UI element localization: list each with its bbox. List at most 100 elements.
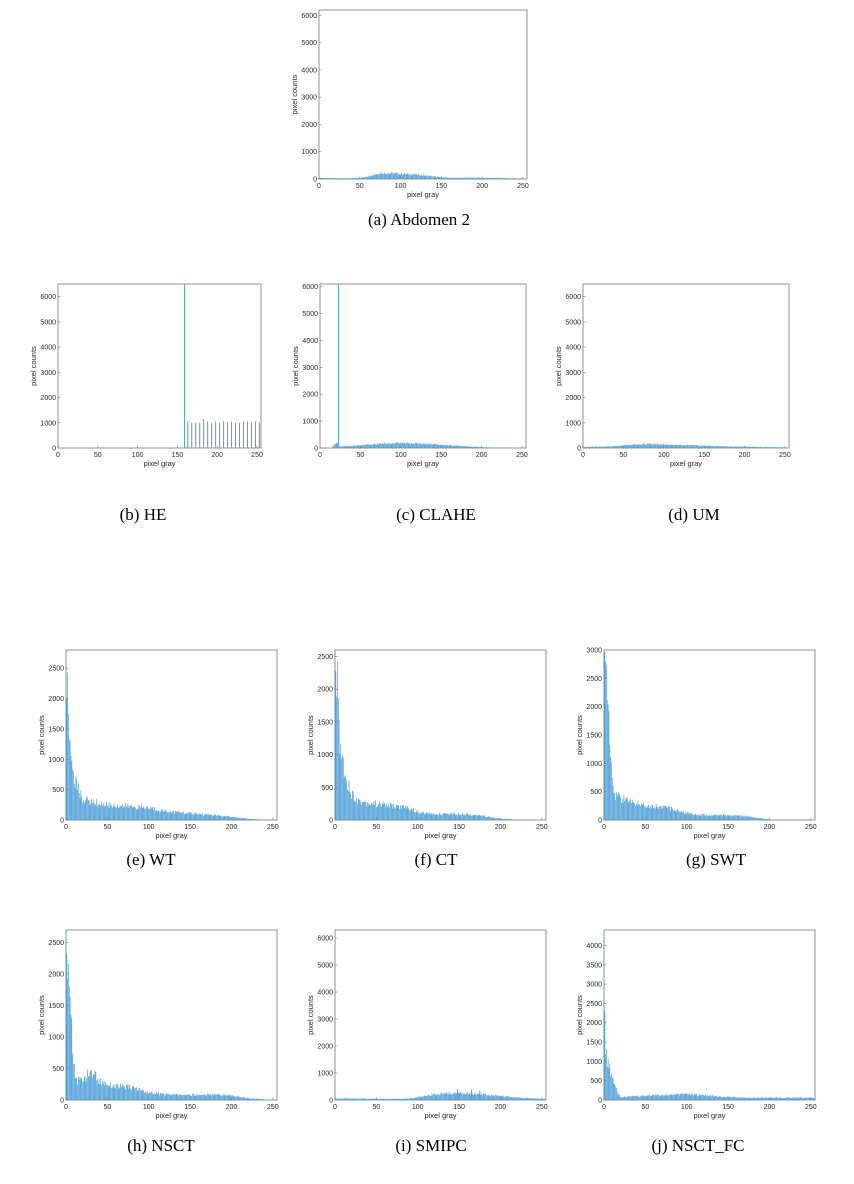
bar <box>419 813 421 820</box>
bar <box>389 443 390 448</box>
bar <box>622 802 624 820</box>
bar <box>685 811 687 820</box>
bar <box>123 1086 125 1100</box>
bar <box>764 1098 765 1100</box>
bars <box>65 669 277 820</box>
bar <box>334 444 335 448</box>
bar <box>760 446 762 448</box>
bar <box>191 813 193 820</box>
bar <box>150 808 152 820</box>
bar <box>407 806 409 820</box>
bar <box>116 807 117 820</box>
bar <box>361 804 362 820</box>
bar <box>788 447 790 448</box>
bar <box>689 1094 691 1100</box>
bar <box>519 1097 521 1100</box>
bar <box>418 443 419 448</box>
bar <box>614 446 615 448</box>
bar <box>615 445 617 448</box>
bar <box>781 1098 783 1100</box>
bar <box>474 1092 476 1100</box>
bar <box>719 815 721 820</box>
bar <box>690 813 692 820</box>
bar <box>405 173 407 179</box>
bar <box>471 177 473 179</box>
bar <box>691 445 693 448</box>
bar <box>399 173 401 179</box>
bar <box>588 446 590 448</box>
bar <box>611 1073 612 1100</box>
bar <box>321 178 323 179</box>
bar <box>639 1096 640 1100</box>
x-tick-label: 250 <box>267 824 279 831</box>
bar <box>731 1097 732 1100</box>
bar <box>447 1093 448 1100</box>
bar <box>411 1098 413 1100</box>
bar <box>416 442 418 448</box>
bar <box>267 1099 269 1100</box>
bar <box>193 1093 194 1100</box>
bar <box>671 444 673 448</box>
y-tick-label: 4000 <box>40 345 56 352</box>
bar <box>101 801 102 820</box>
bar <box>430 813 432 820</box>
bar <box>414 812 416 820</box>
bar <box>661 444 663 448</box>
bar <box>718 446 720 448</box>
spike-bar <box>211 422 213 448</box>
bar <box>484 447 486 448</box>
bar <box>652 805 654 820</box>
bar <box>721 816 723 820</box>
bar <box>505 178 507 179</box>
bar <box>103 1081 105 1100</box>
bar <box>112 1084 114 1100</box>
bar <box>192 1093 193 1100</box>
bar <box>637 800 639 820</box>
bar <box>406 442 407 448</box>
bar <box>348 445 350 448</box>
bar <box>93 1074 95 1100</box>
bar <box>356 1098 357 1100</box>
bar <box>183 1094 184 1100</box>
bar <box>521 178 523 179</box>
x-tick-label: 150 <box>435 452 447 459</box>
bar <box>606 700 608 820</box>
y-tick-label: 5000 <box>302 311 318 318</box>
bar <box>738 446 740 448</box>
bar <box>752 446 753 448</box>
bar <box>423 811 424 820</box>
x-tick-label: 50 <box>94 452 102 459</box>
bar <box>218 814 220 820</box>
bar <box>156 1094 158 1100</box>
bar <box>197 814 198 820</box>
bar <box>775 447 777 448</box>
bar <box>417 174 419 179</box>
bar <box>480 1094 481 1100</box>
bar <box>435 443 437 448</box>
bar <box>176 811 178 820</box>
bar <box>696 815 698 820</box>
y-tick-label: 0 <box>329 818 333 825</box>
bar <box>341 446 343 448</box>
bar <box>491 1094 492 1100</box>
bar <box>470 814 472 820</box>
bar <box>201 1095 203 1100</box>
bar <box>377 444 379 448</box>
bar <box>748 446 749 448</box>
bar <box>724 446 726 448</box>
bar <box>421 175 423 179</box>
y-tick-label: 2000 <box>48 696 64 703</box>
bar <box>227 1095 229 1100</box>
bar <box>424 1095 425 1100</box>
y-axis-label: pixel counts <box>37 715 46 755</box>
bar <box>426 443 427 448</box>
bar <box>703 814 705 820</box>
bar <box>469 446 471 448</box>
bar <box>697 1095 699 1100</box>
bar <box>350 446 352 448</box>
bar <box>255 1098 256 1100</box>
bar <box>405 444 406 448</box>
bar <box>386 442 388 448</box>
bar <box>766 446 767 448</box>
